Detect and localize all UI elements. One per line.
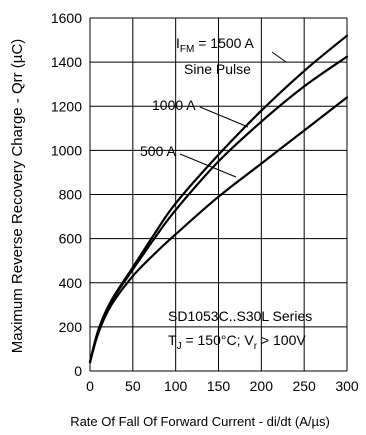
x-tick-label-3: 150 bbox=[207, 378, 231, 394]
series-line-500a bbox=[88, 96, 349, 364]
grid bbox=[89, 17, 348, 372]
annotation-500a: 500 A bbox=[140, 143, 176, 159]
leader-1500 bbox=[271, 51, 287, 63]
y-axis-title: Maximum Reverse Recovery Charge - Qrr (µ… bbox=[9, 39, 26, 354]
x-tick-labels: 0 50 100 150 200 250 300 bbox=[86, 378, 359, 394]
x-tick-label-1: 50 bbox=[125, 378, 141, 394]
series-line-1000a bbox=[88, 55, 349, 364]
x-tick-label-4: 200 bbox=[250, 378, 274, 394]
leader-500 bbox=[179, 153, 237, 178]
leader-1000 bbox=[199, 106, 249, 128]
y-tick-label-6: 1200 bbox=[51, 98, 82, 114]
y-tick-label-8: 1600 bbox=[51, 10, 82, 26]
x-tick-label-6: 300 bbox=[335, 378, 359, 394]
x-tick-label-5: 250 bbox=[292, 378, 316, 394]
y-tick-label-5: 1000 bbox=[51, 142, 82, 158]
y-tick-label-2: 400 bbox=[59, 275, 83, 291]
y-tick-labels: 0 200 400 600 800 1000 1200 1400 1600 bbox=[51, 10, 82, 379]
y-tick-label-7: 1400 bbox=[51, 54, 82, 70]
y-tick-label-4: 800 bbox=[59, 187, 83, 203]
annotation-1000a: 1000 A bbox=[152, 97, 196, 113]
y-tick-label-0: 0 bbox=[74, 363, 82, 379]
annotation-series: SD1053C..S30L Series bbox=[168, 308, 312, 324]
y-tick-label-3: 600 bbox=[59, 231, 83, 247]
annotation-ifm: IFM = 1500 A bbox=[176, 35, 255, 55]
x-axis-title: Rate Of Fall Of Forward Current - di/dt … bbox=[70, 414, 330, 429]
annotation-sine-pulse: Sine Pulse bbox=[184, 61, 251, 77]
curves bbox=[88, 34, 349, 364]
x-tick-label-0: 0 bbox=[86, 378, 94, 394]
annotation-conditions: TJ = 150°C; Vr > 100V bbox=[168, 332, 306, 352]
x-tick-label-2: 100 bbox=[164, 378, 188, 394]
y-tick-label-1: 200 bbox=[59, 319, 83, 335]
